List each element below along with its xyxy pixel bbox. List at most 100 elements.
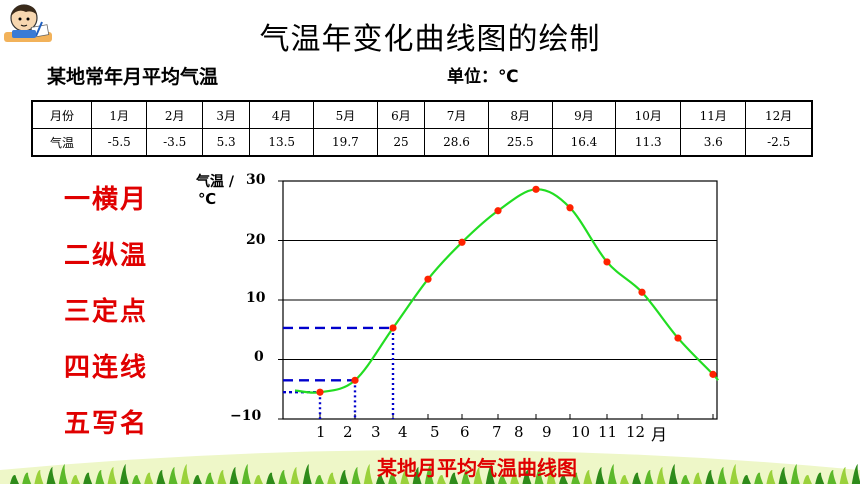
month-cell: 2月: [146, 100, 203, 129]
temp-cell: 25: [376, 128, 426, 157]
grass-blade: [156, 469, 166, 484]
grass-blade: [668, 464, 678, 484]
data-point: [389, 324, 397, 332]
grass-blade: [485, 464, 495, 484]
y-axis-label: 气温 /: [196, 174, 234, 190]
x-tick-label: 6: [460, 423, 470, 441]
grass-blade: [827, 469, 837, 484]
grass-blade: [498, 475, 507, 484]
grass-blade: [717, 467, 727, 484]
step-3: 三定点: [64, 297, 149, 327]
temp-cell: 25.5: [487, 128, 553, 157]
grass-blade: [644, 469, 654, 484]
grass-blade: [144, 472, 154, 484]
grass-blade: [46, 467, 56, 484]
data-point: [709, 370, 717, 378]
y-tick-label: 0: [254, 349, 264, 365]
grass-blade: [290, 467, 300, 484]
x-tick-label: 8: [514, 423, 524, 441]
month-cell: 9月: [551, 100, 617, 129]
temp-cell: 19.7: [313, 128, 378, 157]
x-tick-label: 2: [343, 423, 353, 441]
grass-blade: [754, 472, 764, 484]
x-tick-label: 3: [371, 423, 381, 441]
month-cell: 1月: [90, 100, 148, 129]
grass-blade: [851, 464, 860, 484]
grass-blade: [583, 469, 593, 484]
student-writing-icon: [4, 4, 52, 42]
grass-blade: [241, 464, 251, 484]
grass-blade: [424, 464, 434, 484]
y-tick-label: 10: [246, 290, 266, 306]
grass-blade: [315, 475, 324, 484]
table-row-temps: 气温 -5.5 -3.5 5.3 13.5 19.7 25 28.6 25.5 …: [31, 128, 813, 157]
grass-blade: [278, 469, 288, 484]
table-header-month: 月份: [31, 100, 92, 129]
month-cell: 7月: [424, 100, 489, 129]
month-cell: 4月: [249, 100, 315, 129]
data-point: [566, 204, 574, 212]
x-tick-label: 5: [430, 423, 440, 441]
grass-blade: [778, 467, 788, 484]
grass-blade: [168, 467, 178, 484]
step-5: 五写名: [64, 409, 149, 439]
grass-blade: [595, 467, 605, 484]
grass-blade: [510, 472, 520, 484]
grass-blade: [766, 469, 776, 484]
grass-blade: [388, 472, 398, 484]
grass-blade: [71, 475, 80, 484]
grass-blade: [327, 472, 337, 484]
x-tick-label: 11: [598, 423, 618, 441]
month-cell: 10月: [615, 100, 682, 129]
y-axis-unit: ℃: [198, 190, 217, 208]
grass-blade: [254, 475, 263, 484]
grass-blade: [58, 464, 68, 484]
y-tick-label: 30: [246, 172, 266, 188]
grass-blade: [729, 464, 739, 484]
grass-blade: [119, 464, 129, 484]
data-point: [424, 275, 432, 283]
data-point: [351, 376, 359, 384]
grass-blade: [266, 472, 276, 484]
grass-blade: [437, 475, 446, 484]
grass-blade: [559, 475, 568, 484]
table-subtitle: 某地常年月平均气温: [47, 66, 219, 88]
grass-blade: [376, 475, 385, 484]
month-cell: 3月: [201, 100, 251, 129]
x-tick-label: 4: [398, 423, 408, 441]
temp-cell: 13.5: [249, 128, 315, 157]
grass-blade: [180, 464, 190, 484]
grass-blade: [803, 475, 812, 484]
grass-blade: [620, 475, 629, 484]
grass-blade: [193, 475, 202, 484]
grass-blade: [229, 467, 239, 484]
drawing-steps: 一横月 二纵温 三定点 四连线 五写名: [64, 172, 148, 452]
step-1: 一横月: [64, 185, 149, 215]
grass-blade: [363, 464, 373, 484]
grass-blade: [681, 475, 690, 484]
grass-blade: [839, 467, 849, 484]
grass-blade: [534, 467, 544, 484]
data-point: [532, 185, 540, 193]
grass-blade: [339, 469, 349, 484]
month-cell: 5月: [313, 100, 378, 129]
table-row-months: 月份 1月 2月 3月 4月 5月 6月 7月 8月 9月 10月 11月 12…: [31, 100, 813, 129]
temp-cell: 3.6: [680, 128, 747, 157]
grass-blade: [302, 464, 312, 484]
grass-blade: [473, 467, 483, 484]
x-tick-label: 7: [492, 423, 502, 441]
data-point: [458, 238, 466, 246]
temp-cell: 11.3: [615, 128, 682, 157]
temp-cell: -2.5: [745, 128, 813, 157]
x-tick-label: 10: [571, 423, 591, 441]
month-cell: 6月: [376, 100, 426, 129]
chart-grid: [278, 180, 718, 420]
grass-blade: [461, 469, 471, 484]
grass-blade: [522, 469, 532, 484]
x-tick-label: 1: [316, 423, 326, 441]
grass-blade: [571, 472, 581, 484]
x-tick-label: 9: [542, 423, 552, 441]
data-point: [674, 334, 682, 342]
grass-blade: [693, 472, 703, 484]
